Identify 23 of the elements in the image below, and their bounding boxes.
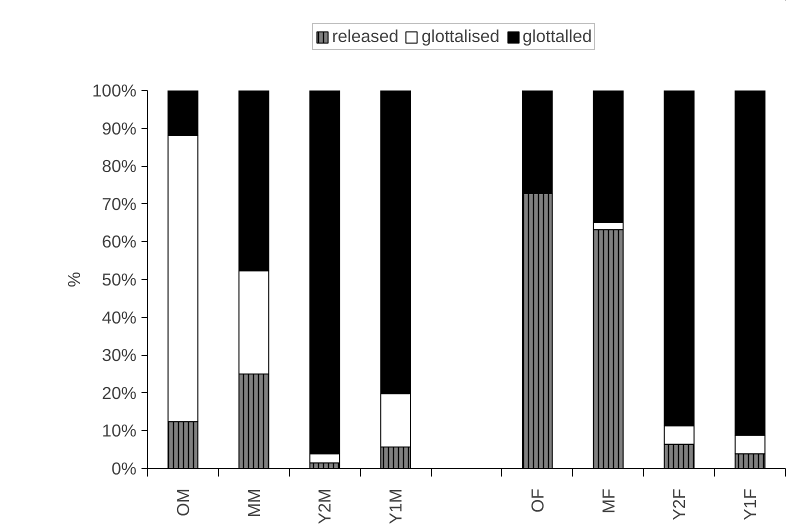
x-tick-label: OF	[527, 488, 548, 513]
y-tick-label: 80%	[102, 156, 137, 176]
y-tick-label: 10%	[102, 420, 137, 441]
y-tick-label: 30%	[102, 345, 137, 366]
x-tick-label: Y1F	[740, 488, 760, 520]
x-tick-label: MF	[598, 488, 618, 514]
x-tick-label: Y2M	[314, 488, 335, 524]
y-tick-label: 50%	[102, 270, 137, 290]
x-tick-label: Y1M	[386, 488, 406, 524]
y-tick-label: 40%	[102, 307, 137, 328]
y-tick-label: 20%	[102, 382, 137, 403]
y-tick-label: 0%	[111, 458, 136, 478]
y-tick-label: 90%	[102, 118, 137, 138]
x-tick-label: Y2F	[669, 488, 690, 520]
y-tick-label: 100%	[92, 80, 137, 100]
y-tick-label: 60%	[102, 232, 137, 252]
x-tick-label: MM	[244, 488, 264, 518]
legend-label: glottalled	[522, 26, 592, 47]
legend-label: glottalised	[421, 26, 500, 47]
x-tick-label: OM	[172, 488, 193, 516]
y-axis-title: %	[64, 272, 84, 288]
y-tick-label: 70%	[102, 194, 137, 214]
legend-label: released	[332, 26, 398, 47]
